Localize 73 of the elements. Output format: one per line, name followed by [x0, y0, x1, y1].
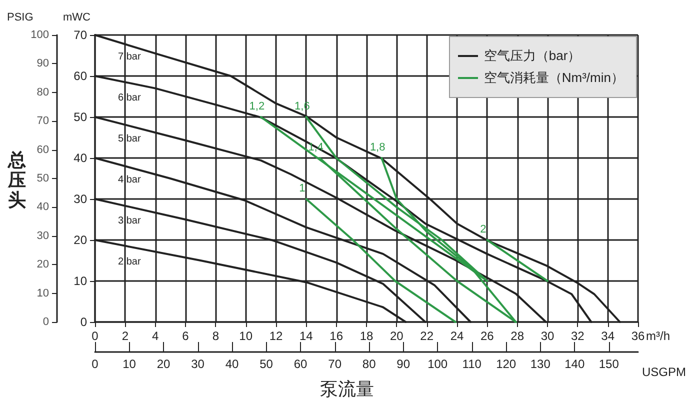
x-tick-label: 12 [269, 329, 283, 343]
series-label: 6 bar [118, 92, 142, 104]
y2-tick-label: 100 [30, 29, 49, 41]
x2-tick-label: 100 [428, 357, 448, 371]
x-tick-label: 10 [239, 329, 253, 343]
series-label: 1,8 [370, 142, 386, 154]
y2-tick-label: 70 [36, 115, 49, 128]
x2-axis-title: USGPM [642, 365, 686, 379]
x-tick-label: 8 [212, 329, 220, 343]
x2-tick-label: 20 [156, 357, 171, 371]
x2-tick-label: 50 [260, 357, 274, 371]
y-tick-label: 40 [74, 151, 88, 165]
series-label: 1 [299, 182, 306, 194]
series-label: 2 [480, 224, 486, 236]
x2-tick-label: 120 [496, 357, 516, 371]
x-tick-label: 32 [570, 329, 585, 343]
x2-tick-label: 130 [530, 357, 551, 371]
x2-tick-label: 80 [362, 357, 376, 371]
y2-tick-label: 40 [36, 201, 49, 214]
x-tick-label: 16 [330, 329, 344, 343]
x-tick-label: 26 [480, 329, 494, 343]
x2-tick-label: 90 [396, 357, 410, 371]
x2-tick-label: 30 [191, 357, 205, 371]
annotation: 空气压力（bar） [484, 47, 581, 65]
x2-tick-label: 110 [462, 357, 482, 371]
y2-tick-label: 90 [36, 58, 49, 70]
series-label: 7 bar [118, 52, 142, 62]
x-tick-label: 36 [631, 329, 645, 343]
y-tick-label: 20 [74, 233, 88, 247]
x2-tick-label: 70 [328, 357, 342, 371]
y-tick-label: 60 [74, 69, 88, 83]
series-label: 1,2 [249, 100, 265, 112]
x-axis-title: m³/h [646, 329, 670, 343]
x-tick-label: 28 [510, 329, 524, 343]
y2-tick-label: 60 [36, 144, 49, 156]
x2-tick-label: 40 [225, 357, 240, 371]
y2-tick-label: 30 [36, 230, 49, 242]
series-label: 5 bar [118, 134, 142, 144]
y-tick-label: 10 [74, 274, 88, 288]
x-tick-label: 24 [450, 329, 464, 343]
x2-tick-label: 0 [92, 357, 99, 371]
x-tick-label: 30 [540, 329, 554, 343]
text: 总压头 [7, 150, 26, 210]
x2-tick-label: 140 [564, 357, 585, 371]
x-tick-label: 14 [299, 329, 314, 343]
series-label: 4 bar [118, 174, 142, 186]
y-tick-label: 70 [74, 28, 88, 42]
x-tick-label: 34 [601, 329, 615, 343]
x2-tick-label: 10 [122, 357, 136, 371]
x-tick-label: 20 [390, 329, 404, 343]
key-panel: 空气压力（bar） 空气消耗量（Nm³/min） [448, 36, 637, 98]
series-label: 3 bar [118, 216, 142, 226]
x-tick-label: 2 [122, 329, 129, 343]
annotation: 空气消耗量（Nm³/min） [484, 69, 624, 87]
y2-tick-label: 0 [42, 316, 49, 328]
y2-tick-label: 80 [36, 86, 49, 98]
x-tick-label: 0 [92, 329, 99, 343]
x-tick-label: 4 [152, 329, 159, 343]
y-axis-title: mWC [63, 12, 91, 24]
text: 泵流量 [320, 379, 374, 399]
x-tick-label: 22 [420, 329, 434, 343]
y-tick-label: 0 [80, 315, 88, 329]
y-tick-label: 50 [74, 110, 88, 124]
x-tick-label: 18 [360, 329, 374, 343]
y-tick-label: 30 [74, 192, 88, 206]
x2-tick-label: 150 [598, 357, 620, 371]
x-tick-label: 6 [182, 329, 190, 343]
series-label: 2 bar [118, 256, 142, 268]
y2-axis-title: PSIG [7, 12, 34, 24]
y2-tick-label: 50 [36, 172, 49, 184]
y2-tick-label: 20 [36, 258, 49, 271]
x2-tick-label: 60 [294, 357, 308, 371]
y2-tick-label: 10 [36, 287, 49, 300]
